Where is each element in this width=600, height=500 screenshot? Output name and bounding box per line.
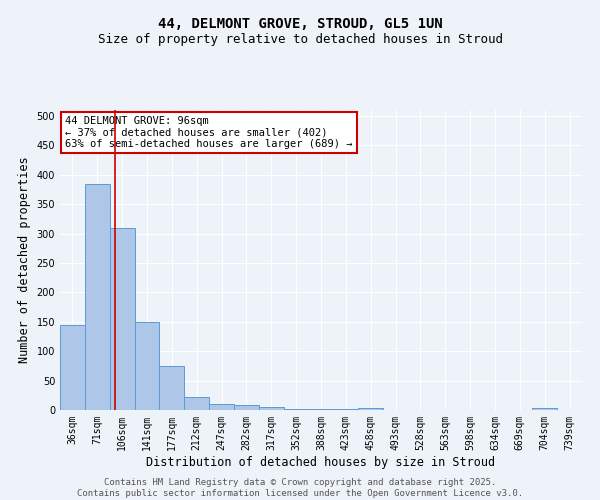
- Bar: [60, 324, 85, 410]
- Bar: [284, 409, 308, 410]
- Text: Contains HM Land Registry data © Crown copyright and database right 2025.
Contai: Contains HM Land Registry data © Crown c…: [77, 478, 523, 498]
- Bar: [110, 228, 134, 410]
- Bar: [134, 322, 160, 410]
- Bar: [532, 408, 557, 410]
- Text: 44 DELMONT GROVE: 96sqm
← 37% of detached houses are smaller (402)
63% of semi-d: 44 DELMONT GROVE: 96sqm ← 37% of detache…: [65, 116, 353, 149]
- Text: 44, DELMONT GROVE, STROUD, GL5 1UN: 44, DELMONT GROVE, STROUD, GL5 1UN: [158, 18, 442, 32]
- X-axis label: Distribution of detached houses by size in Stroud: Distribution of detached houses by size …: [146, 456, 496, 468]
- Bar: [160, 366, 184, 410]
- Bar: [234, 406, 259, 410]
- Bar: [259, 407, 284, 410]
- Bar: [358, 408, 383, 410]
- Y-axis label: Number of detached properties: Number of detached properties: [18, 156, 31, 364]
- Bar: [209, 404, 234, 410]
- Bar: [184, 397, 209, 410]
- Bar: [85, 184, 110, 410]
- Text: Size of property relative to detached houses in Stroud: Size of property relative to detached ho…: [97, 32, 503, 46]
